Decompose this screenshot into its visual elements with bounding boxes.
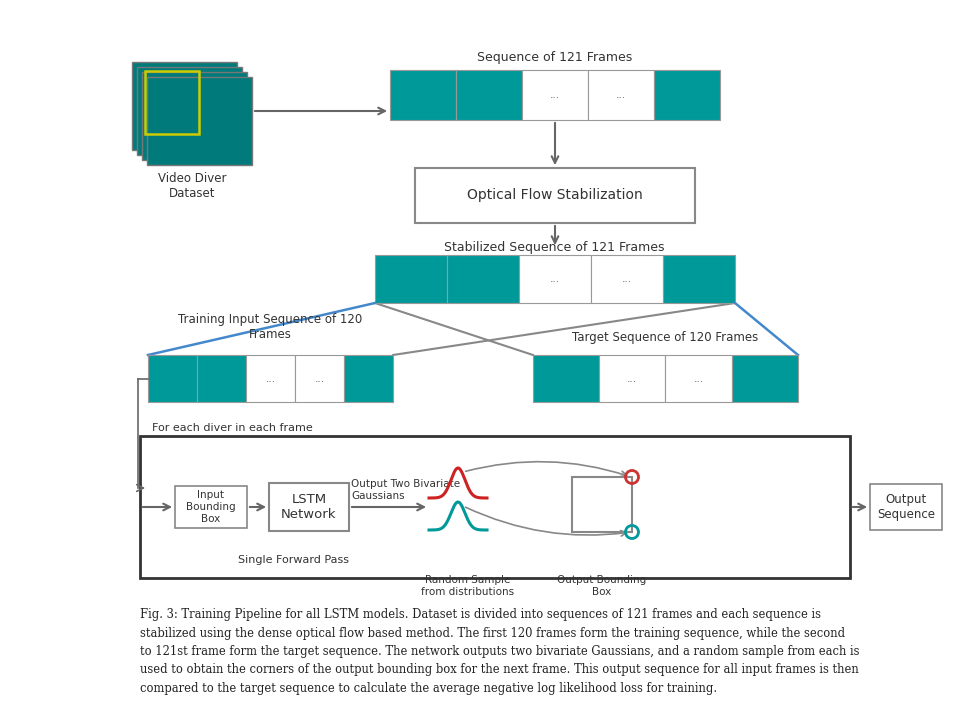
Bar (415, 168, 695, 223)
Bar (375, 255, 447, 303)
Bar (522, 70, 588, 120)
Bar (148, 355, 197, 402)
Bar (142, 72, 247, 160)
Text: Training Input Sequence of 120
Frames: Training Input Sequence of 120 Frames (178, 313, 363, 341)
Bar (666, 355, 732, 402)
Bar (295, 355, 344, 402)
Text: ...: ... (314, 374, 325, 383)
Bar (140, 436, 850, 578)
Text: ...: ... (694, 374, 704, 383)
Text: Input
Bounding
Box: Input Bounding Box (186, 491, 236, 524)
Bar (137, 67, 242, 155)
Text: ...: ... (550, 274, 560, 284)
Text: ...: ... (550, 90, 560, 100)
Bar (145, 71, 199, 134)
Text: ...: ... (616, 90, 627, 100)
Text: Sequence of 121 Frames: Sequence of 121 Frames (477, 51, 632, 64)
Text: For each diver in each frame: For each diver in each frame (152, 423, 312, 433)
Text: ...: ... (265, 374, 276, 383)
Text: ...: ... (627, 374, 637, 383)
Text: Random Sample
from distributions: Random Sample from distributions (422, 575, 514, 597)
Bar (132, 62, 237, 150)
Text: Fig. 3: Training Pipeline for all LSTM models. Dataset is divided into sequences: Fig. 3: Training Pipeline for all LSTM m… (140, 608, 859, 695)
Text: ...: ... (622, 274, 632, 284)
Text: Output Two Bivariate
Gaussians: Output Two Bivariate Gaussians (351, 479, 460, 501)
Bar (663, 255, 735, 303)
Bar (344, 355, 393, 402)
Bar (732, 355, 798, 402)
Text: LSTM
Network: LSTM Network (282, 493, 337, 521)
Bar (269, 483, 349, 531)
Text: Target Sequence of 120 Frames: Target Sequence of 120 Frames (572, 330, 759, 343)
Bar (456, 70, 522, 120)
Bar (175, 486, 247, 528)
Bar (600, 355, 666, 402)
Text: Video Diver
Dataset: Video Diver Dataset (158, 172, 227, 200)
Text: Output Bounding
Box: Output Bounding Box (558, 575, 647, 597)
Text: Stabilized Sequence of 121 Frames: Stabilized Sequence of 121 Frames (445, 242, 665, 254)
Bar (447, 255, 519, 303)
Bar (390, 70, 456, 120)
Text: Single Forward Pass: Single Forward Pass (239, 555, 350, 565)
Bar (519, 255, 591, 303)
Bar (147, 77, 252, 165)
Text: Optical Flow Stabilization: Optical Flow Stabilization (468, 189, 643, 203)
Bar (870, 484, 942, 530)
Bar (533, 355, 600, 402)
Text: Output
Sequence: Output Sequence (877, 493, 935, 521)
Bar (654, 70, 720, 120)
Bar (588, 70, 654, 120)
Bar (246, 355, 295, 402)
Bar (591, 255, 663, 303)
Bar (572, 477, 632, 532)
Bar (197, 355, 246, 402)
